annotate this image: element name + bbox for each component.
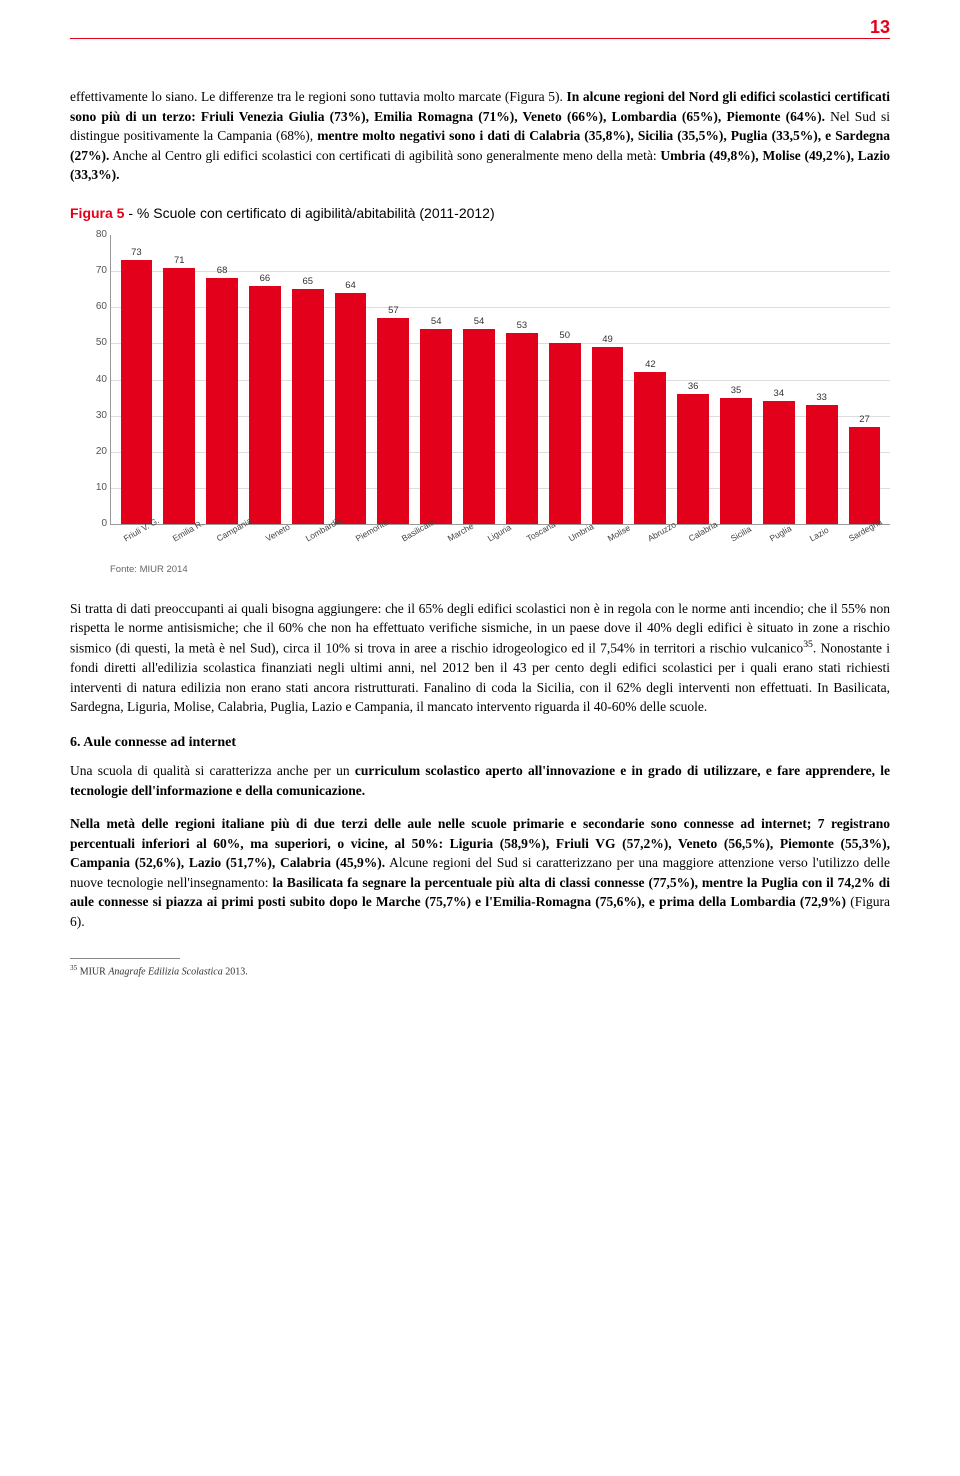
chart-source: Fonte: MIUR 2014	[110, 563, 890, 577]
chart-bar: 33	[806, 405, 838, 524]
chart-bar: 27	[849, 427, 881, 525]
chart-bar-group: 73	[117, 235, 156, 524]
chart-y-tick: 70	[81, 264, 107, 279]
chart-x-label: Sicilia	[723, 519, 768, 561]
chart-bar: 57	[377, 318, 409, 524]
chart-bar-group: 35	[717, 235, 756, 524]
chart-bar: 66	[249, 286, 281, 524]
chart-bar: 36	[677, 394, 709, 524]
chart-bar-group: 53	[502, 235, 541, 524]
paragraph-2: Si tratta di dati preoccupanti ai quali …	[70, 599, 890, 717]
chart-bar: 64	[335, 293, 367, 524]
chart-bar-value: 50	[549, 329, 581, 343]
chart-bar-group: 57	[374, 235, 413, 524]
page-number: 13	[870, 14, 890, 40]
chart-container: 0102030405060708073716866656457545453504…	[70, 231, 890, 557]
footnote: 35 MIUR Anagrafe Edilizia Scolastica 201…	[70, 963, 890, 980]
section-heading: 6. Aule connesse ad internet	[70, 733, 890, 753]
chart-y-tick: 50	[81, 336, 107, 351]
figure-caption: - % Scuole con certificato di agibilità/…	[124, 205, 494, 221]
chart-x-labels: Friuli V. G.Emilia R.CampaniaVenetoLomba…	[110, 529, 890, 557]
chart-bar-value: 49	[592, 333, 624, 347]
chart-x-label: Veneto	[258, 519, 303, 561]
chart-bar: 54	[463, 329, 495, 524]
chart-bar-group: 68	[203, 235, 242, 524]
chart-bar-value: 33	[806, 391, 838, 405]
chart-bar: 65	[292, 289, 324, 524]
chart-bar-value: 73	[121, 246, 153, 260]
chart-x-label: Puglia	[762, 519, 807, 561]
paragraph-4: Nella metà delle regioni italiane più di…	[70, 814, 890, 931]
chart-bar: 34	[763, 401, 795, 524]
chart-y-tick: 30	[81, 408, 107, 423]
chart-y-tick: 10	[81, 481, 107, 496]
chart-y-tick: 0	[81, 517, 107, 532]
chart-bar-value: 53	[506, 319, 538, 333]
chart-bar-group: 49	[588, 235, 627, 524]
footnote-rule	[70, 958, 180, 959]
chart-bar: 54	[420, 329, 452, 524]
chart-bar-group: 50	[545, 235, 584, 524]
paragraph-3: Una scuola di qualità si caratterizza an…	[70, 761, 890, 800]
chart-bar: 68	[206, 278, 238, 524]
chart-bar-value: 35	[720, 384, 752, 398]
chart-x-label: Molise	[600, 519, 645, 561]
intro-paragraph: effettivamente lo siano. Le differenze t…	[70, 87, 890, 185]
chart-bar-value: 42	[634, 358, 666, 372]
chart-bar-group: 64	[331, 235, 370, 524]
chart-bars: 737168666564575454535049423635343327	[111, 235, 890, 524]
chart-bar: 35	[720, 398, 752, 524]
chart-bar: 53	[506, 333, 538, 524]
chart-x-label: Umbria	[561, 519, 606, 561]
chart-bar-group: 27	[845, 235, 884, 524]
chart-y-tick: 40	[81, 372, 107, 387]
top-rule	[70, 38, 890, 39]
chart-bar-value: 54	[420, 315, 452, 329]
chart-bar-value: 54	[463, 315, 495, 329]
chart-bar-value: 66	[249, 272, 281, 286]
chart-plot-area: 0102030405060708073716866656457545453504…	[110, 235, 890, 525]
chart-bar: 73	[121, 260, 153, 524]
chart-x-label: Liguria	[480, 519, 525, 561]
chart-y-tick: 60	[81, 300, 107, 315]
chart-bar: 71	[163, 268, 195, 524]
chart-bar-group: 66	[245, 235, 284, 524]
chart-bar-value: 68	[206, 264, 238, 278]
chart-bar-group: 42	[631, 235, 670, 524]
chart-bar-value: 36	[677, 380, 709, 394]
chart-bar-group: 34	[759, 235, 798, 524]
chart-y-tick: 20	[81, 445, 107, 460]
chart-bar-group: 33	[802, 235, 841, 524]
chart-x-label: Lazio	[802, 519, 847, 561]
chart-x-label: Marche	[440, 519, 485, 561]
chart-bar-group: 54	[417, 235, 456, 524]
figure-title: Figura 5 - % Scuole con certificato di a…	[70, 203, 890, 223]
chart-bar-value: 71	[163, 254, 195, 268]
chart-bar-value: 64	[335, 279, 367, 293]
figure-label: Figura 5	[70, 205, 124, 221]
chart-bar-group: 71	[160, 235, 199, 524]
chart-y-tick: 80	[81, 228, 107, 243]
chart-bar-value: 27	[849, 413, 881, 427]
chart-bar-value: 34	[763, 387, 795, 401]
chart-bar-group: 36	[674, 235, 713, 524]
chart-bar-group: 65	[288, 235, 327, 524]
chart-bar-value: 57	[377, 304, 409, 318]
chart-bar: 50	[549, 343, 581, 524]
chart-bar: 42	[634, 372, 666, 524]
chart-bar-value: 65	[292, 275, 324, 289]
chart-bar: 49	[592, 347, 624, 524]
chart-bar-group: 54	[460, 235, 499, 524]
